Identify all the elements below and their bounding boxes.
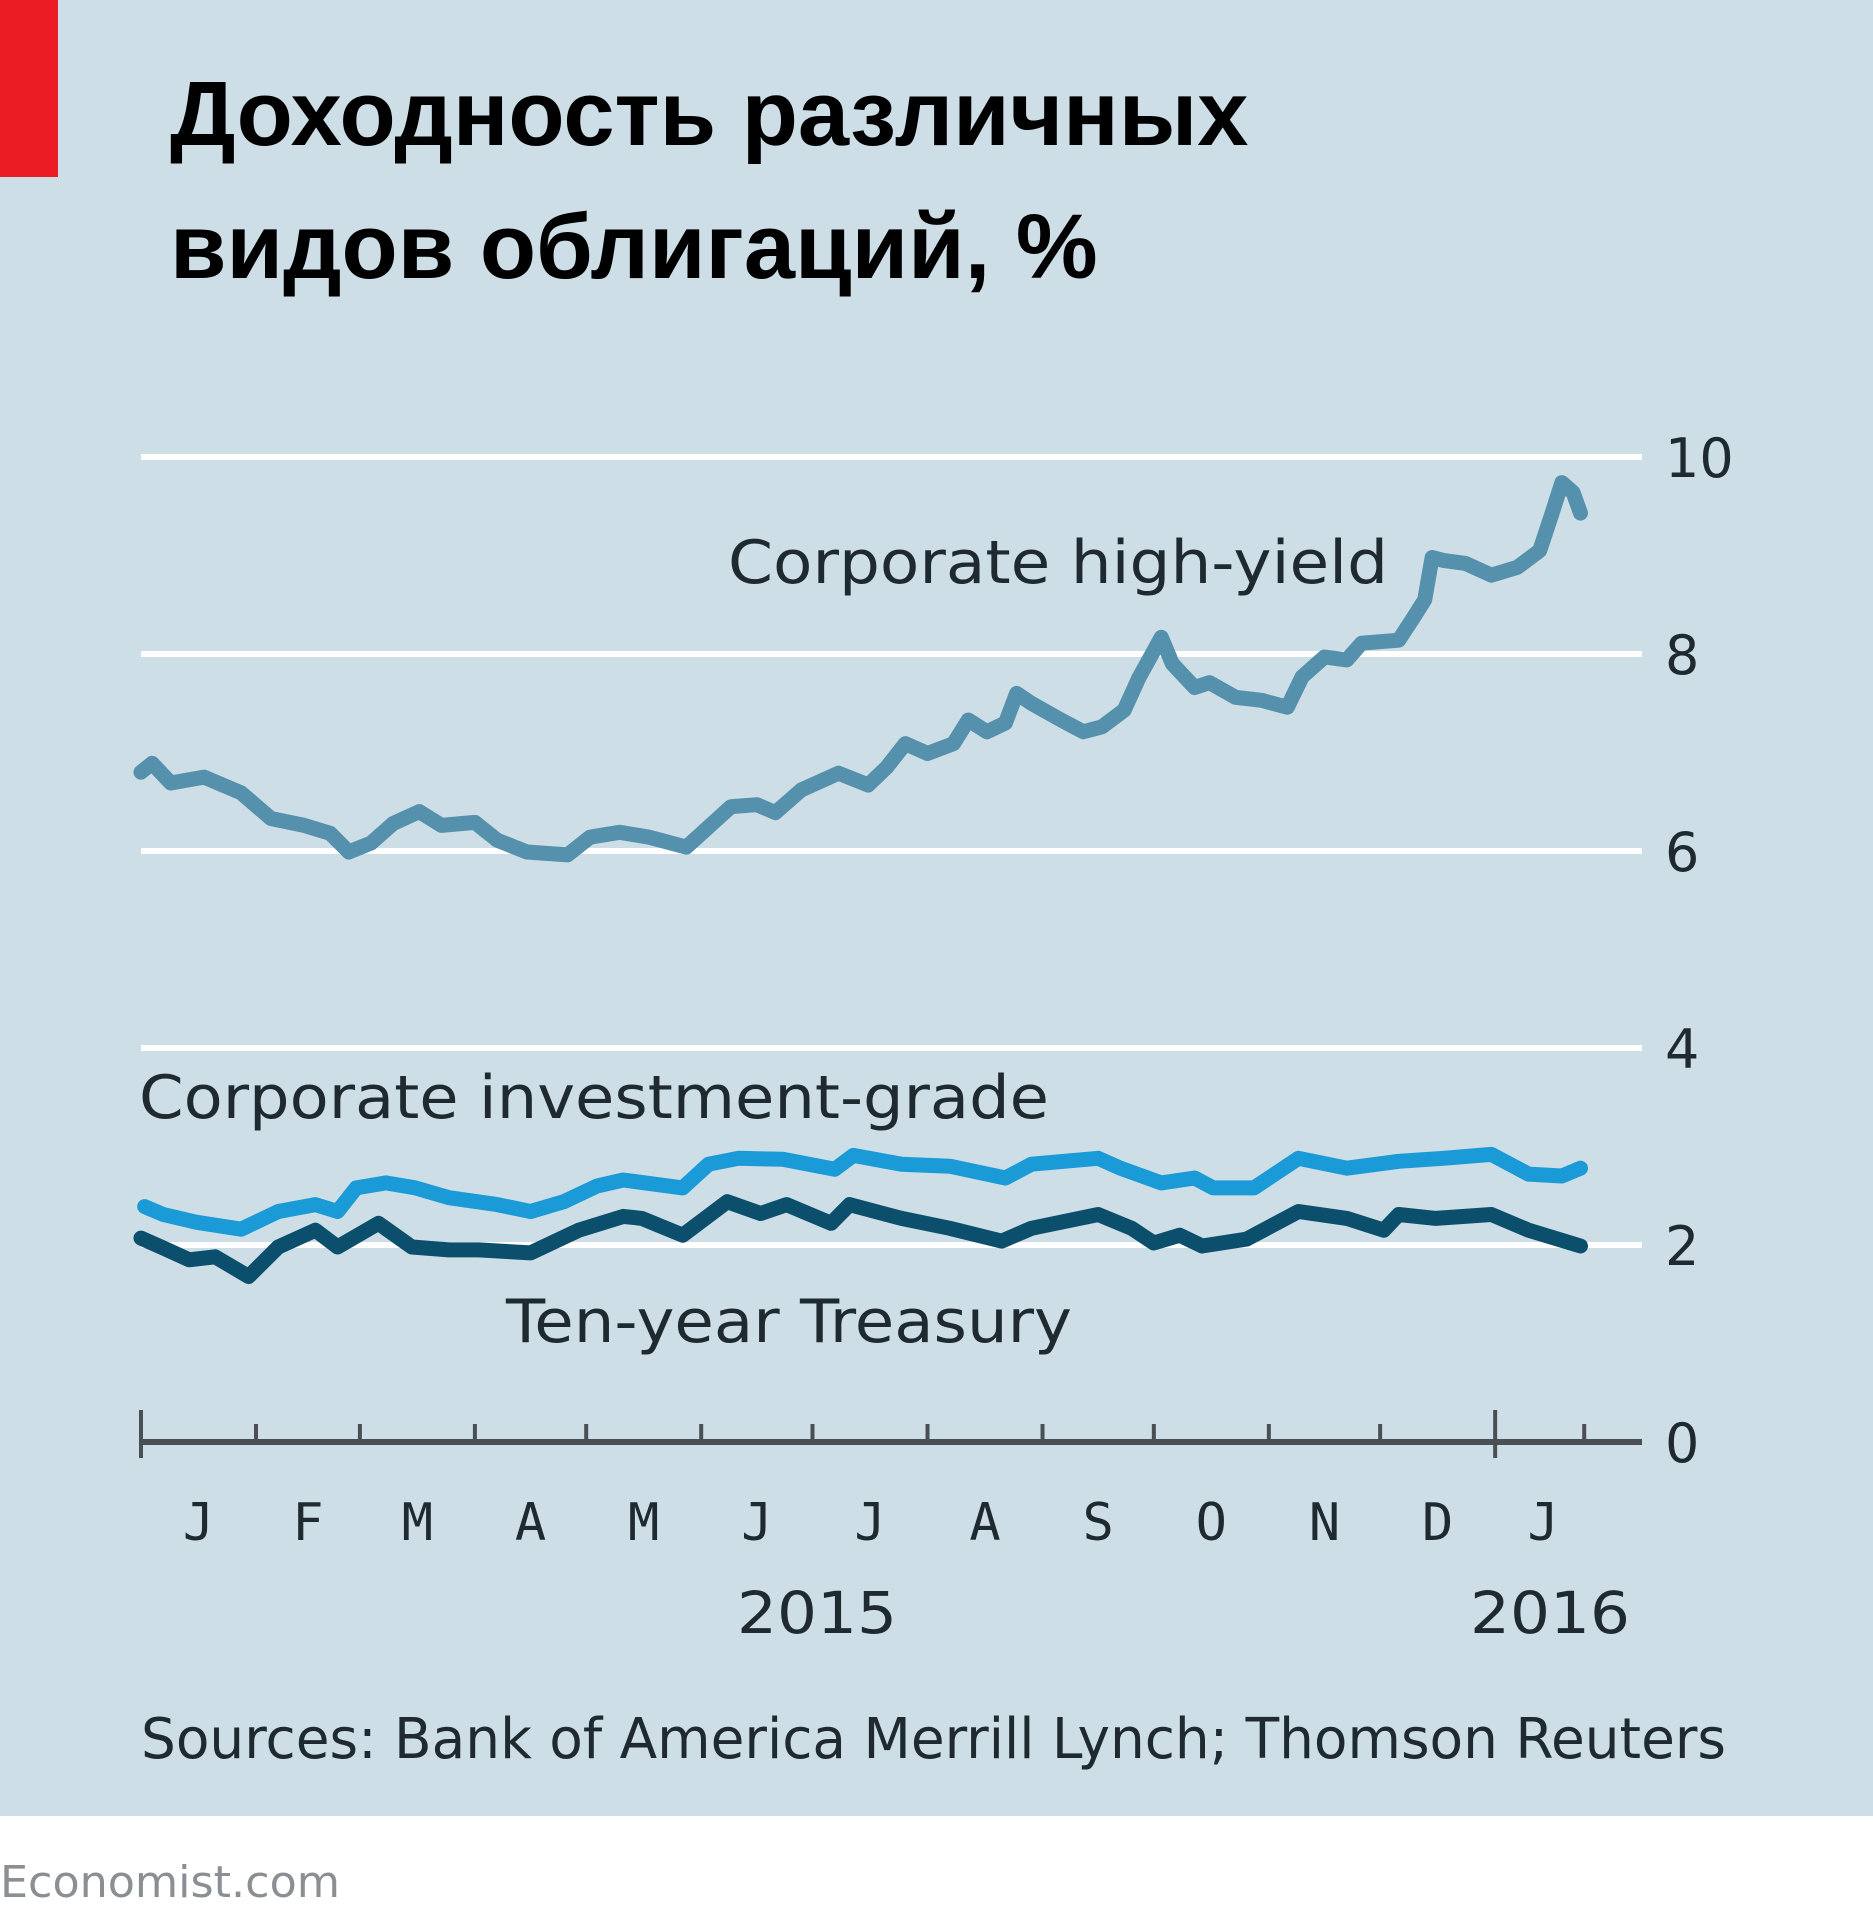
month-label: J (741, 1493, 772, 1553)
month-label: D (1422, 1493, 1453, 1553)
month-label: A (515, 1493, 546, 1553)
y-tick-label-10: 10 (1665, 427, 1734, 490)
economist-brand: Economist.com (0, 1857, 340, 1908)
month-label: J (854, 1493, 885, 1553)
series-lines (133, 475, 1588, 1284)
series-line-ten-year-treasury (133, 1194, 1588, 1284)
month-label: S (1083, 1493, 1114, 1553)
gridlines (141, 454, 1642, 1248)
y-tick-label-8: 8 (1665, 624, 1699, 687)
chart-title-line-1: Доходность различных (170, 63, 1248, 165)
series-label-high-yield: Corporate high-yield (728, 528, 1388, 598)
month-label: A (969, 1493, 1000, 1553)
year-label-2015: 2015 (737, 1579, 897, 1647)
y-tick-label-0: 0 (1665, 1412, 1699, 1475)
y-tick-label-4: 4 (1665, 1018, 1699, 1081)
red-accent-bar (0, 0, 58, 177)
chart-background (0, 0, 1873, 1816)
y-tick-label-2: 2 (1665, 1215, 1699, 1278)
y-axis-tick-labels: 0 2 4 6 8 10 (1665, 427, 1734, 1475)
month-label: M (402, 1493, 433, 1553)
chart-title-line-2: видов облигаций, % (170, 196, 1098, 298)
series-label-treasury: Ten-year Treasury (505, 1287, 1072, 1357)
month-label: F (292, 1493, 323, 1553)
series-line-corporate-investment-grade (137, 1146, 1588, 1237)
month-label: O (1196, 1493, 1227, 1553)
year-label-2016: 2016 (1470, 1579, 1630, 1647)
series-label-investment-grade: Corporate investment-grade (139, 1063, 1049, 1133)
series-line-corporate-high-yield (133, 475, 1588, 863)
month-label: M (628, 1493, 659, 1553)
month-label: J (183, 1493, 214, 1553)
month-label: N (1309, 1493, 1340, 1553)
source-note: Sources: Bank of America Merrill Lynch; … (141, 1707, 1726, 1772)
y-tick-label-6: 6 (1665, 821, 1699, 884)
month-label: J (1527, 1493, 1558, 1553)
